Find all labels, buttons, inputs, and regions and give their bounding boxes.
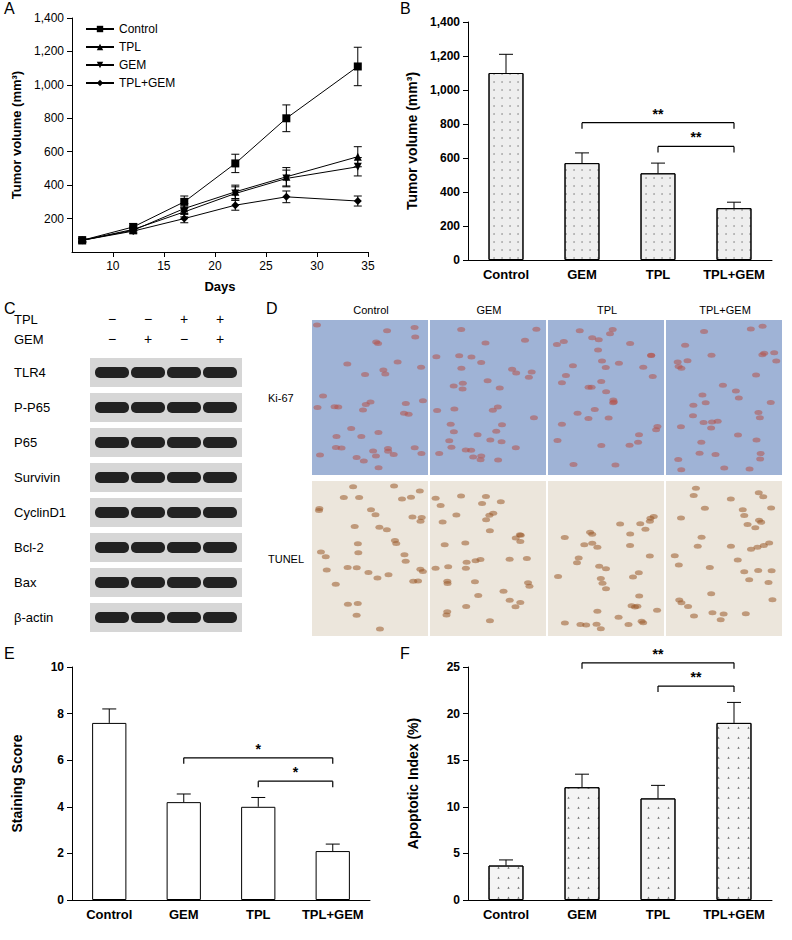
svg-text:**: ** <box>653 106 664 122</box>
html-text:A: A <box>4 0 15 17</box>
svg-text:2: 2 <box>57 846 64 860</box>
svg-text:TPL+GEM: TPL+GEM <box>302 907 364 922</box>
svg-text:600: 600 <box>44 145 64 159</box>
svg-text:−: − <box>180 331 188 347</box>
svg-text:+: + <box>144 331 152 347</box>
svg-text:**: ** <box>653 646 664 662</box>
svg-text:TPL+GEM: TPL+GEM <box>703 907 765 922</box>
svg-text:Control: Control <box>86 907 132 922</box>
svg-text:30: 30 <box>310 259 324 273</box>
svg-text:400: 400 <box>44 178 64 192</box>
svg-text:Control: Control <box>483 907 529 922</box>
svg-text:TPL: TPL <box>119 40 141 54</box>
svg-text:**: ** <box>691 129 702 145</box>
svg-text:+: + <box>216 311 224 327</box>
svg-text:P-P65: P-P65 <box>14 400 50 415</box>
svg-text:GEM: GEM <box>476 304 501 316</box>
svg-text:25: 25 <box>447 660 461 674</box>
svg-text:10: 10 <box>447 800 461 814</box>
svg-text:Apoptotic Index (%): Apoptotic Index (%) <box>405 718 421 849</box>
svg-text:0: 0 <box>453 893 460 907</box>
svg-text:1,000: 1,000 <box>34 78 64 92</box>
svg-text:TPL: TPL <box>14 312 38 327</box>
svg-text:*: * <box>256 741 262 757</box>
svg-text:6: 6 <box>57 753 64 767</box>
svg-text:200: 200 <box>440 219 460 233</box>
svg-text:+: + <box>216 331 224 347</box>
svg-text:−: − <box>108 311 116 327</box>
svg-text:Staining Score: Staining Score <box>9 734 25 832</box>
svg-text:20: 20 <box>208 259 222 273</box>
svg-text:1,400: 1,400 <box>34 11 64 25</box>
svg-text:0: 0 <box>453 253 460 267</box>
svg-text:TLR4: TLR4 <box>14 365 46 380</box>
svg-text:0: 0 <box>57 893 64 907</box>
svg-text:25: 25 <box>259 259 273 273</box>
html-text:F: F <box>400 645 410 662</box>
svg-text:1,200: 1,200 <box>34 44 64 58</box>
svg-text:800: 800 <box>44 111 64 125</box>
svg-text:Bax: Bax <box>14 575 37 590</box>
svg-text:Tumor volume (mm³): Tumor volume (mm³) <box>9 71 24 199</box>
html-text:B: B <box>400 0 411 17</box>
svg-text:β-actin: β-actin <box>14 610 53 625</box>
svg-text:−: − <box>108 331 116 347</box>
svg-text:TPL: TPL <box>646 907 671 922</box>
svg-text:P65: P65 <box>14 435 37 450</box>
html-text:C: C <box>4 300 16 317</box>
svg-text:CyclinD1: CyclinD1 <box>14 505 66 520</box>
svg-text:TUNEL: TUNEL <box>268 553 304 565</box>
svg-text:Control: Control <box>353 304 388 316</box>
svg-text:GEM: GEM <box>169 907 199 922</box>
svg-text:400: 400 <box>440 185 460 199</box>
svg-text:**: ** <box>691 669 702 685</box>
svg-text:*: * <box>293 764 299 780</box>
svg-text:20: 20 <box>447 707 461 721</box>
svg-text:15: 15 <box>157 259 171 273</box>
svg-text:GEM: GEM <box>567 907 597 922</box>
svg-text:10: 10 <box>106 259 120 273</box>
svg-text:TPL: TPL <box>246 907 271 922</box>
svg-text:Bcl-2: Bcl-2 <box>14 540 44 555</box>
svg-text:Tumor volume (mm³): Tumor volume (mm³) <box>404 72 420 210</box>
svg-text:600: 600 <box>440 151 460 165</box>
svg-text:GEM: GEM <box>14 332 44 347</box>
svg-text:GEM: GEM <box>119 58 146 72</box>
svg-text:8: 8 <box>57 707 64 721</box>
svg-text:TPL+GEM: TPL+GEM <box>119 76 175 90</box>
svg-text:1,200: 1,200 <box>430 49 460 63</box>
svg-text:TPL+GEM: TPL+GEM <box>703 267 765 282</box>
svg-text:Control: Control <box>483 267 529 282</box>
svg-text:4: 4 <box>57 800 64 814</box>
svg-text:1,000: 1,000 <box>430 83 460 97</box>
svg-text:Ki-67: Ki-67 <box>268 392 294 404</box>
svg-text:TPL: TPL <box>646 267 671 282</box>
svg-text:−: − <box>144 311 152 327</box>
svg-text:5: 5 <box>453 846 460 860</box>
svg-text:+: + <box>180 311 188 327</box>
html-text:D: D <box>266 300 278 317</box>
svg-text:35: 35 <box>361 259 375 273</box>
svg-text:Days: Days <box>204 279 235 294</box>
svg-text:Control: Control <box>119 22 158 36</box>
html-text:E: E <box>4 645 15 662</box>
svg-text:Survivin: Survivin <box>14 470 60 485</box>
svg-text:GEM: GEM <box>567 267 597 282</box>
svg-text:800: 800 <box>440 117 460 131</box>
svg-text:200: 200 <box>44 212 64 226</box>
svg-text:10: 10 <box>51 660 65 674</box>
svg-text:TPL+GEM: TPL+GEM <box>699 304 751 316</box>
svg-text:TPL: TPL <box>597 304 617 316</box>
svg-text:15: 15 <box>447 753 461 767</box>
svg-text:1,400: 1,400 <box>430 15 460 29</box>
